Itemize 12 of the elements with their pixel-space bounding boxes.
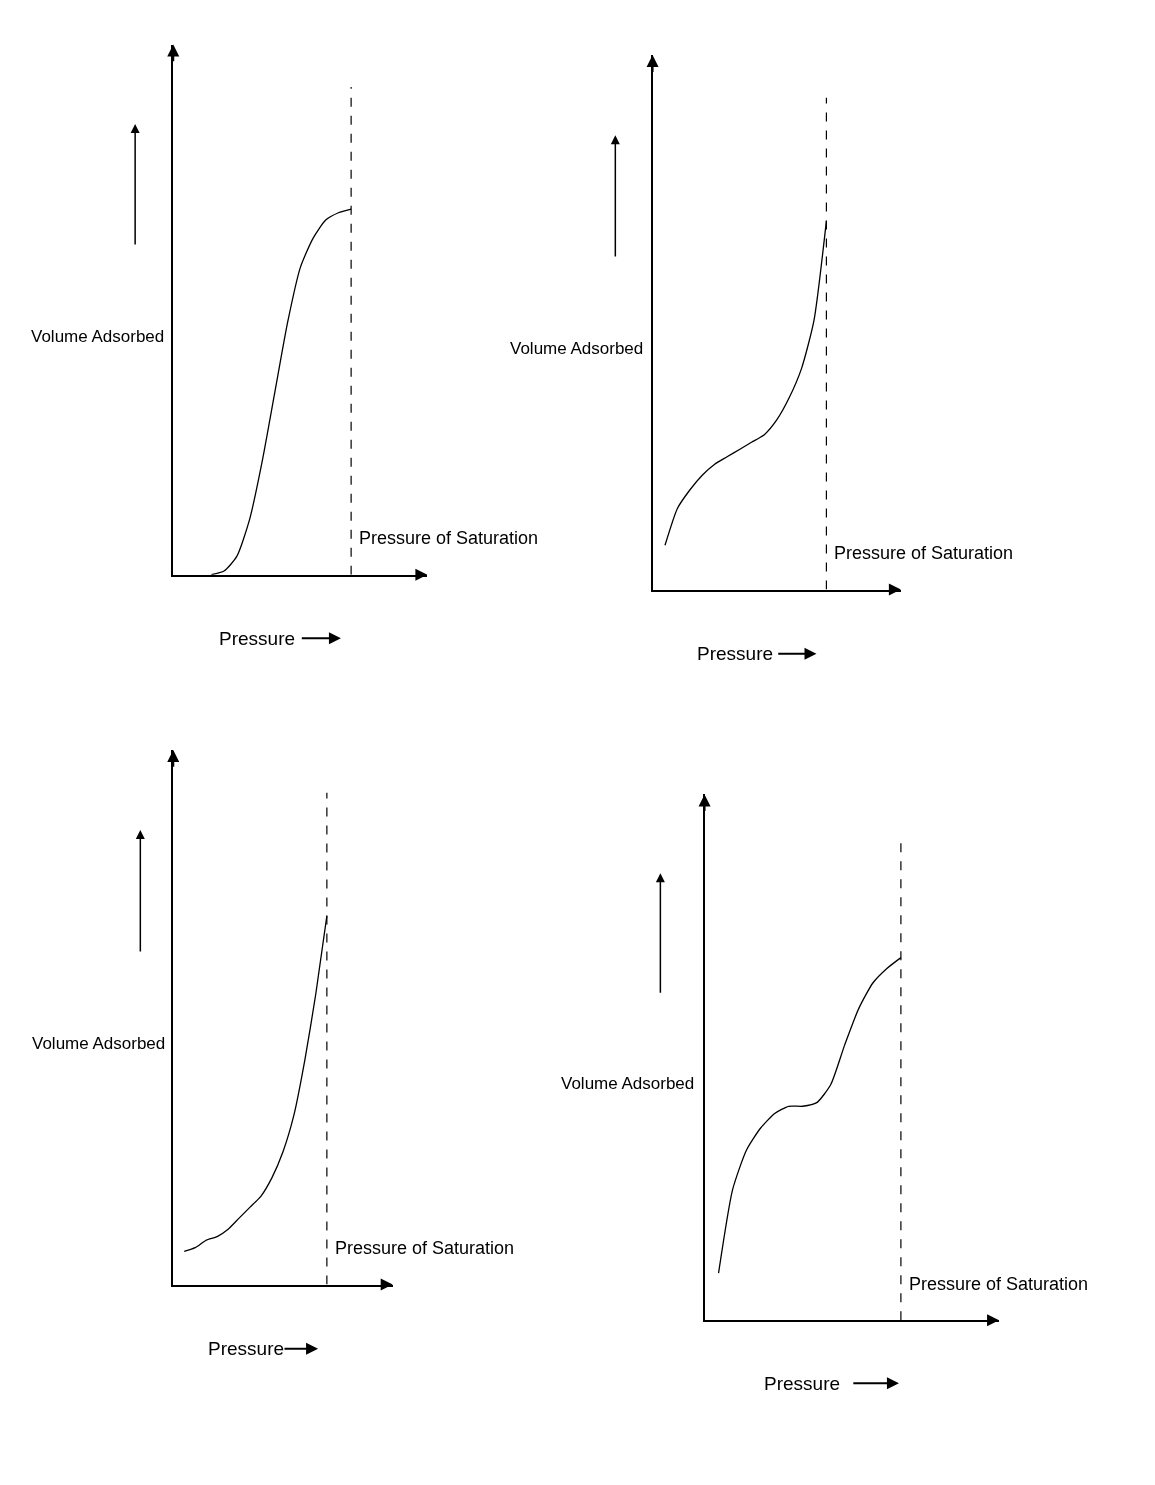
x-axis-title: Pressure: [764, 1373, 841, 1394]
x-axis-title: Pressure: [219, 628, 296, 649]
annotation: Pressure of Saturation: [834, 543, 1014, 563]
annotation: Pressure of Saturation: [335, 1238, 515, 1258]
x-axis-title: Pressure: [697, 643, 774, 664]
y-axis-title: Volume Adsorbed: [561, 1074, 695, 1093]
y-axis-title: Volume Adsorbed: [31, 327, 165, 346]
annotation: Pressure of Saturation: [359, 528, 539, 548]
annotation: Pressure of Saturation: [909, 1274, 1089, 1294]
y-axis-title: Volume Adsorbed: [32, 1034, 166, 1053]
y-axis-title: Volume Adsorbed: [510, 339, 644, 358]
x-axis-title: Pressure: [208, 1338, 285, 1359]
